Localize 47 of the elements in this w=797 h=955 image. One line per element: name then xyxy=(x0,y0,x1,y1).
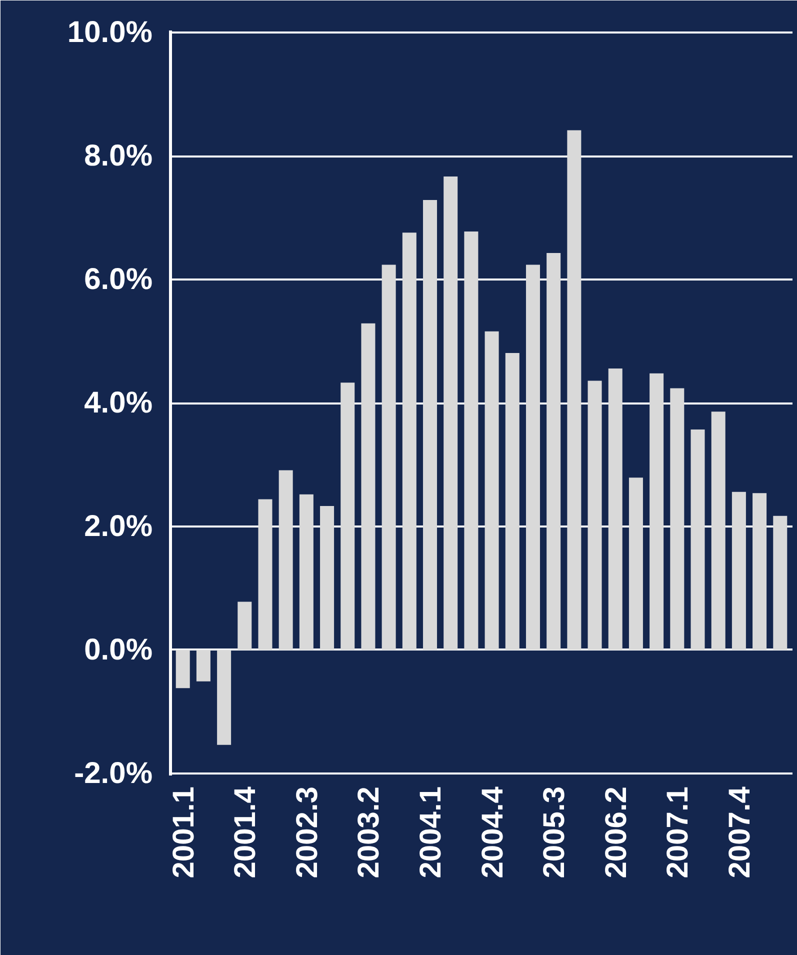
bar xyxy=(382,264,396,650)
bar xyxy=(752,493,767,650)
bar xyxy=(628,478,643,650)
bar xyxy=(690,430,705,650)
bar xyxy=(176,650,190,688)
y-tick-label: 8.0% xyxy=(84,140,153,173)
bar xyxy=(238,602,252,650)
bar xyxy=(526,264,540,650)
bar xyxy=(278,470,293,650)
x-tick-label: 2007.1 xyxy=(662,786,695,878)
y-tick-label: 4.0% xyxy=(84,386,153,420)
x-tick-label: 2004.4 xyxy=(476,786,510,878)
bar xyxy=(464,231,478,650)
x-tick-label: 2001.1 xyxy=(167,786,200,878)
bar xyxy=(484,331,499,650)
x-tick-label: 2007.4 xyxy=(723,786,756,878)
bar xyxy=(444,176,458,650)
bar xyxy=(546,253,561,650)
x-tick-label: 2004.1 xyxy=(414,786,448,878)
bar xyxy=(299,494,314,650)
bar xyxy=(588,380,602,650)
y-tick-label: -2.0% xyxy=(74,756,153,790)
bar xyxy=(258,499,272,650)
y-tick-label: 2.0% xyxy=(84,510,153,543)
x-tick-label: 2001.4 xyxy=(229,786,262,878)
bar xyxy=(670,388,684,650)
bar xyxy=(732,492,746,650)
bar xyxy=(320,506,334,650)
bar xyxy=(711,412,726,650)
bar xyxy=(340,382,355,650)
bar xyxy=(608,368,622,650)
x-tick-label: 2006.2 xyxy=(600,786,633,878)
bar xyxy=(505,353,520,650)
bar xyxy=(423,200,438,650)
y-tick-label: 6.0% xyxy=(84,263,153,296)
bar xyxy=(196,650,210,682)
bar xyxy=(650,373,664,650)
bar xyxy=(402,232,416,650)
bar xyxy=(361,323,376,650)
y-tick-label: 10.0% xyxy=(67,16,153,50)
x-tick-label: 2005.3 xyxy=(538,786,572,878)
y-tick-label: 0.0% xyxy=(84,633,153,666)
bar xyxy=(567,130,582,650)
bar xyxy=(217,650,232,745)
x-tick-label: 2003.2 xyxy=(352,786,386,878)
x-tick-label: 2002.3 xyxy=(290,786,324,878)
bar xyxy=(773,516,788,650)
